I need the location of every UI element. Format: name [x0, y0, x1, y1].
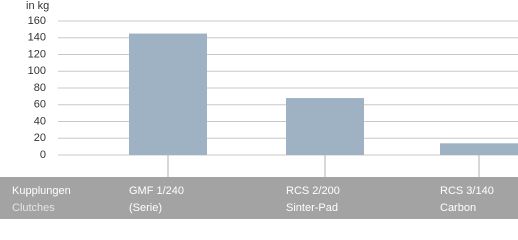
- y-tick-label: 20: [34, 132, 46, 144]
- x-tick-label: RCS 3/140: [440, 185, 494, 197]
- y-tick-label: 80: [34, 82, 46, 94]
- x-tick-label: GMF 1/240: [129, 185, 184, 197]
- row-label: Kupplungen: [12, 185, 71, 197]
- y-tick-label: 100: [28, 65, 46, 77]
- y-tick-label: 160: [28, 15, 46, 27]
- x-tick-label: (Serie): [129, 202, 162, 214]
- bar: [129, 33, 207, 155]
- bar: [440, 143, 518, 155]
- label-band: [0, 177, 518, 219]
- x-tick-label: Sinter-Pad: [286, 202, 338, 214]
- page: {"chart_data": {"type": "bar", "y_unit":…: [0, 0, 518, 219]
- y-tick-label: 120: [28, 48, 46, 60]
- y-tick-label: 140: [28, 32, 46, 44]
- y-tick-label: 40: [34, 115, 46, 127]
- y-tick-label: 60: [34, 99, 46, 111]
- chart: in kg Kupplungen Clutches GMF 1/240 (Seri…: [0, 0, 518, 219]
- bar: [286, 98, 364, 155]
- y-tick-label: 0: [40, 149, 46, 161]
- x-tick-label: Carbon: [440, 202, 476, 214]
- x-tick-label: RCS 2/200: [286, 185, 340, 197]
- row-label: Clutches: [12, 202, 55, 214]
- y-unit: in kg: [26, 0, 49, 12]
